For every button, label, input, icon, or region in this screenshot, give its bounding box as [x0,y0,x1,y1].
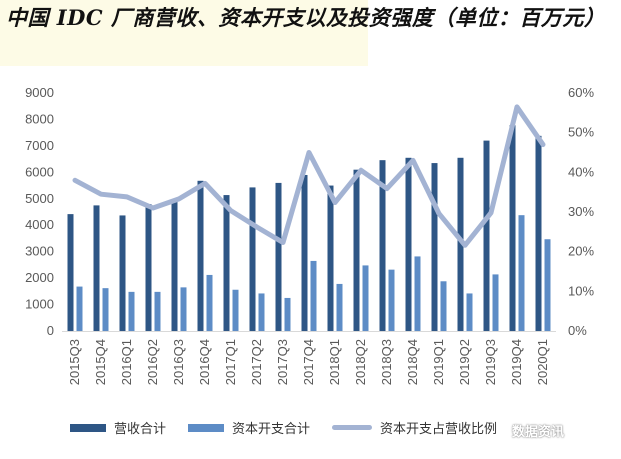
x-tick-label: 2018Q3 [379,339,394,385]
bar-revenue [67,214,74,331]
legend-swatch-capex [188,423,225,432]
title-band [0,0,368,66]
bar-capex [388,269,395,331]
bar-revenue [145,204,152,331]
bar-capex [180,287,187,331]
y2-tick-label: 50% [568,125,594,140]
bar-capex [466,293,473,331]
legend-item-capex: 资本开支合计 [188,418,310,437]
x-tick-label: 2016Q2 [145,339,160,385]
y-tick-label: 3000 [25,244,54,259]
y-tick-label: 9000 [25,85,54,100]
bar-capex [414,256,421,331]
x-tick-label: 2019Q3 [483,339,498,385]
y-tick-label: 6000 [25,164,54,179]
bar-revenue [457,157,464,331]
bar-revenue [223,195,230,331]
bar-capex [128,291,135,331]
bar-capex [102,288,109,331]
y-tick-label: 4000 [25,217,54,232]
x-tick-label: 2017Q1 [223,339,238,385]
legend-label-capex: 资本开支合计 [232,422,311,437]
left-axis: 9000 8000 7000 6000 5000 4000 3000 2000 1000 0 [25,85,54,338]
x-tick-label: 2016Q1 [119,339,134,385]
x-tick-label: 2019Q2 [457,339,472,385]
bar-capex [336,283,343,331]
bar-revenue [509,125,516,331]
bar-revenue [197,180,204,331]
legend-swatch-revenue [70,423,106,432]
bar-revenue [93,205,100,331]
x-tick-label: 2018Q4 [405,339,420,385]
x-axis: 2015Q3 2015Q4 2016Q1 2016Q2 2016Q3 2016Q4 2017… [62,331,556,385]
bar-series [67,125,551,331]
bar-capex [492,274,499,331]
y2-tick-label: 10% [568,283,594,298]
bar-revenue [249,187,256,331]
bar-capex [310,260,317,331]
y-tick-label: 0 [47,323,54,338]
x-tick-label: 2015Q4 [93,339,108,385]
bar-revenue [119,215,126,331]
bar-capex [518,215,525,331]
x-tick-label: 2018Q1 [327,339,342,385]
bar-capex [362,265,369,331]
chart-title: 中国 IDC 厂商营收、资本开支以及投资强度（单位：百万元） [6,5,606,30]
x-tick-label: 2017Q4 [301,339,316,385]
y2-tick-label: 40% [568,164,594,179]
bar-revenue [405,157,412,331]
bar-revenue [327,185,334,331]
y2-tick-label: 20% [568,244,594,259]
bar-capex [206,274,213,331]
legend-item-revenue: 营收合计 [70,418,166,437]
legend-swatch-intensity [332,425,373,430]
x-tick-label: 2015Q3 [67,339,82,385]
x-tick-label: 2017Q3 [275,339,290,385]
bar-revenue [483,140,490,331]
y-tick-label: 1000 [25,297,54,312]
line-intensity [72,104,546,248]
bar-revenue [171,199,178,331]
bar-revenue [275,182,282,331]
line-series [72,104,546,248]
bar-revenue [353,169,360,331]
y-tick-label: 7000 [25,138,54,153]
legend-label-intensity: 资本开支占营收比例 [380,422,498,437]
y-tick-label: 2000 [25,270,54,285]
y-tick-label: 5000 [25,191,54,206]
watermark: 数据资讯 [512,425,565,440]
x-tick-label: 2018Q2 [353,339,368,385]
y2-tick-label: 60% [568,85,594,100]
bar-capex [544,239,551,331]
y2-tick-label: 0% [568,323,587,338]
x-tick-label: 2020Q1 [535,339,550,385]
legend: 营收合计 资本开支合计 资本开支占营收比例 [70,418,519,437]
bar-revenue [431,163,438,331]
legend-label-revenue: 营收合计 [114,422,167,437]
x-tick-label: 2019Q4 [509,339,524,385]
bar-capex [232,289,239,331]
x-tick-label: 2017Q2 [249,339,264,385]
bar-revenue [379,160,386,331]
bar-capex [76,286,83,331]
x-tick-label: 2016Q3 [171,339,186,385]
x-tick-label: 2016Q4 [197,339,212,385]
bar-capex [284,297,291,331]
y-tick-label: 8000 [25,111,54,126]
bar-capex [154,291,161,331]
bar-revenue [301,174,308,331]
bar-capex [440,281,447,331]
right-axis: 60% 50% 40% 30% 20% 10% 0% [568,85,594,338]
bar-revenue [535,135,542,331]
y2-tick-label: 30% [568,204,594,219]
bar-capex [258,293,265,331]
x-tick-label: 2019Q1 [431,339,446,385]
legend-item-intensity: 资本开支占营收比例 [332,418,497,437]
